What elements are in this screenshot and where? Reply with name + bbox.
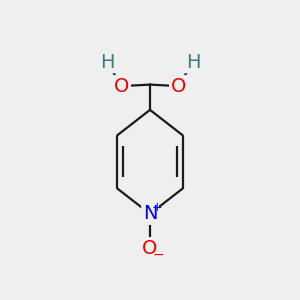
- Text: O: O: [142, 238, 158, 258]
- Text: H: H: [186, 53, 200, 72]
- Text: O: O: [114, 76, 130, 96]
- Text: O: O: [170, 76, 186, 96]
- Text: −: −: [152, 248, 164, 262]
- Text: N: N: [143, 204, 157, 224]
- Text: H: H: [100, 53, 114, 72]
- Text: +: +: [151, 201, 162, 214]
